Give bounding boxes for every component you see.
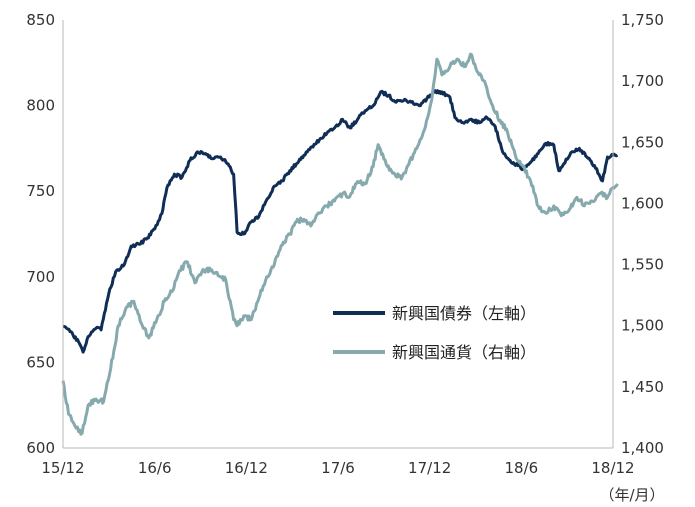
right-y-tick-labels: 1,400 1,450 1,500 1,550 1,600 1,650 1,700 1,750 <box>621 11 664 457</box>
series-line-0 <box>62 89 619 354</box>
left-y-tick-label: 650 <box>26 353 55 371</box>
x-tick-label: 18/12 <box>591 459 634 477</box>
x-tick-label: 15/12 <box>41 459 84 477</box>
x-tick-label: 18/6 <box>504 459 538 477</box>
right-y-tick-label: 1,500 <box>621 317 664 335</box>
series-line-1 <box>61 52 619 436</box>
legend-label-currency: 新興国通貨（右軸） <box>392 343 536 362</box>
right-y-tick-label: 1,650 <box>621 133 664 151</box>
left-y-tick-label: 850 <box>26 11 55 29</box>
x-tick-label: 16/12 <box>225 459 268 477</box>
legend-label-bonds: 新興国債券（左軸） <box>392 304 536 323</box>
right-y-tick-label: 1,550 <box>621 256 664 274</box>
right-y-tick-label: 1,450 <box>621 378 664 396</box>
left-y-tick-label: 750 <box>26 182 55 200</box>
x-tick-labels: 15/12 16/6 16/12 17/6 17/12 18/6 18/12 <box>41 459 634 477</box>
right-y-tick-label: 1,600 <box>621 194 664 212</box>
right-y-tick-label: 1,700 <box>621 72 664 90</box>
right-y-tick-label: 1,750 <box>621 11 664 29</box>
series-layer <box>61 52 619 436</box>
x-unit-label: （年/月） <box>599 486 664 504</box>
right-y-tick-label: 1,400 <box>621 439 664 457</box>
legend: 新興国債券（左軸） 新興国通貨（右軸） <box>333 304 536 362</box>
left-y-tick-label: 600 <box>26 439 55 457</box>
x-tick-label: 17/6 <box>321 459 355 477</box>
left-y-tick-label: 700 <box>26 268 55 286</box>
left-y-tick-label: 800 <box>26 97 55 115</box>
left-y-tick-labels: 600 650 700 750 800 850 <box>26 11 55 457</box>
x-tick-label: 16/6 <box>138 459 172 477</box>
x-tick-label: 17/12 <box>408 459 451 477</box>
